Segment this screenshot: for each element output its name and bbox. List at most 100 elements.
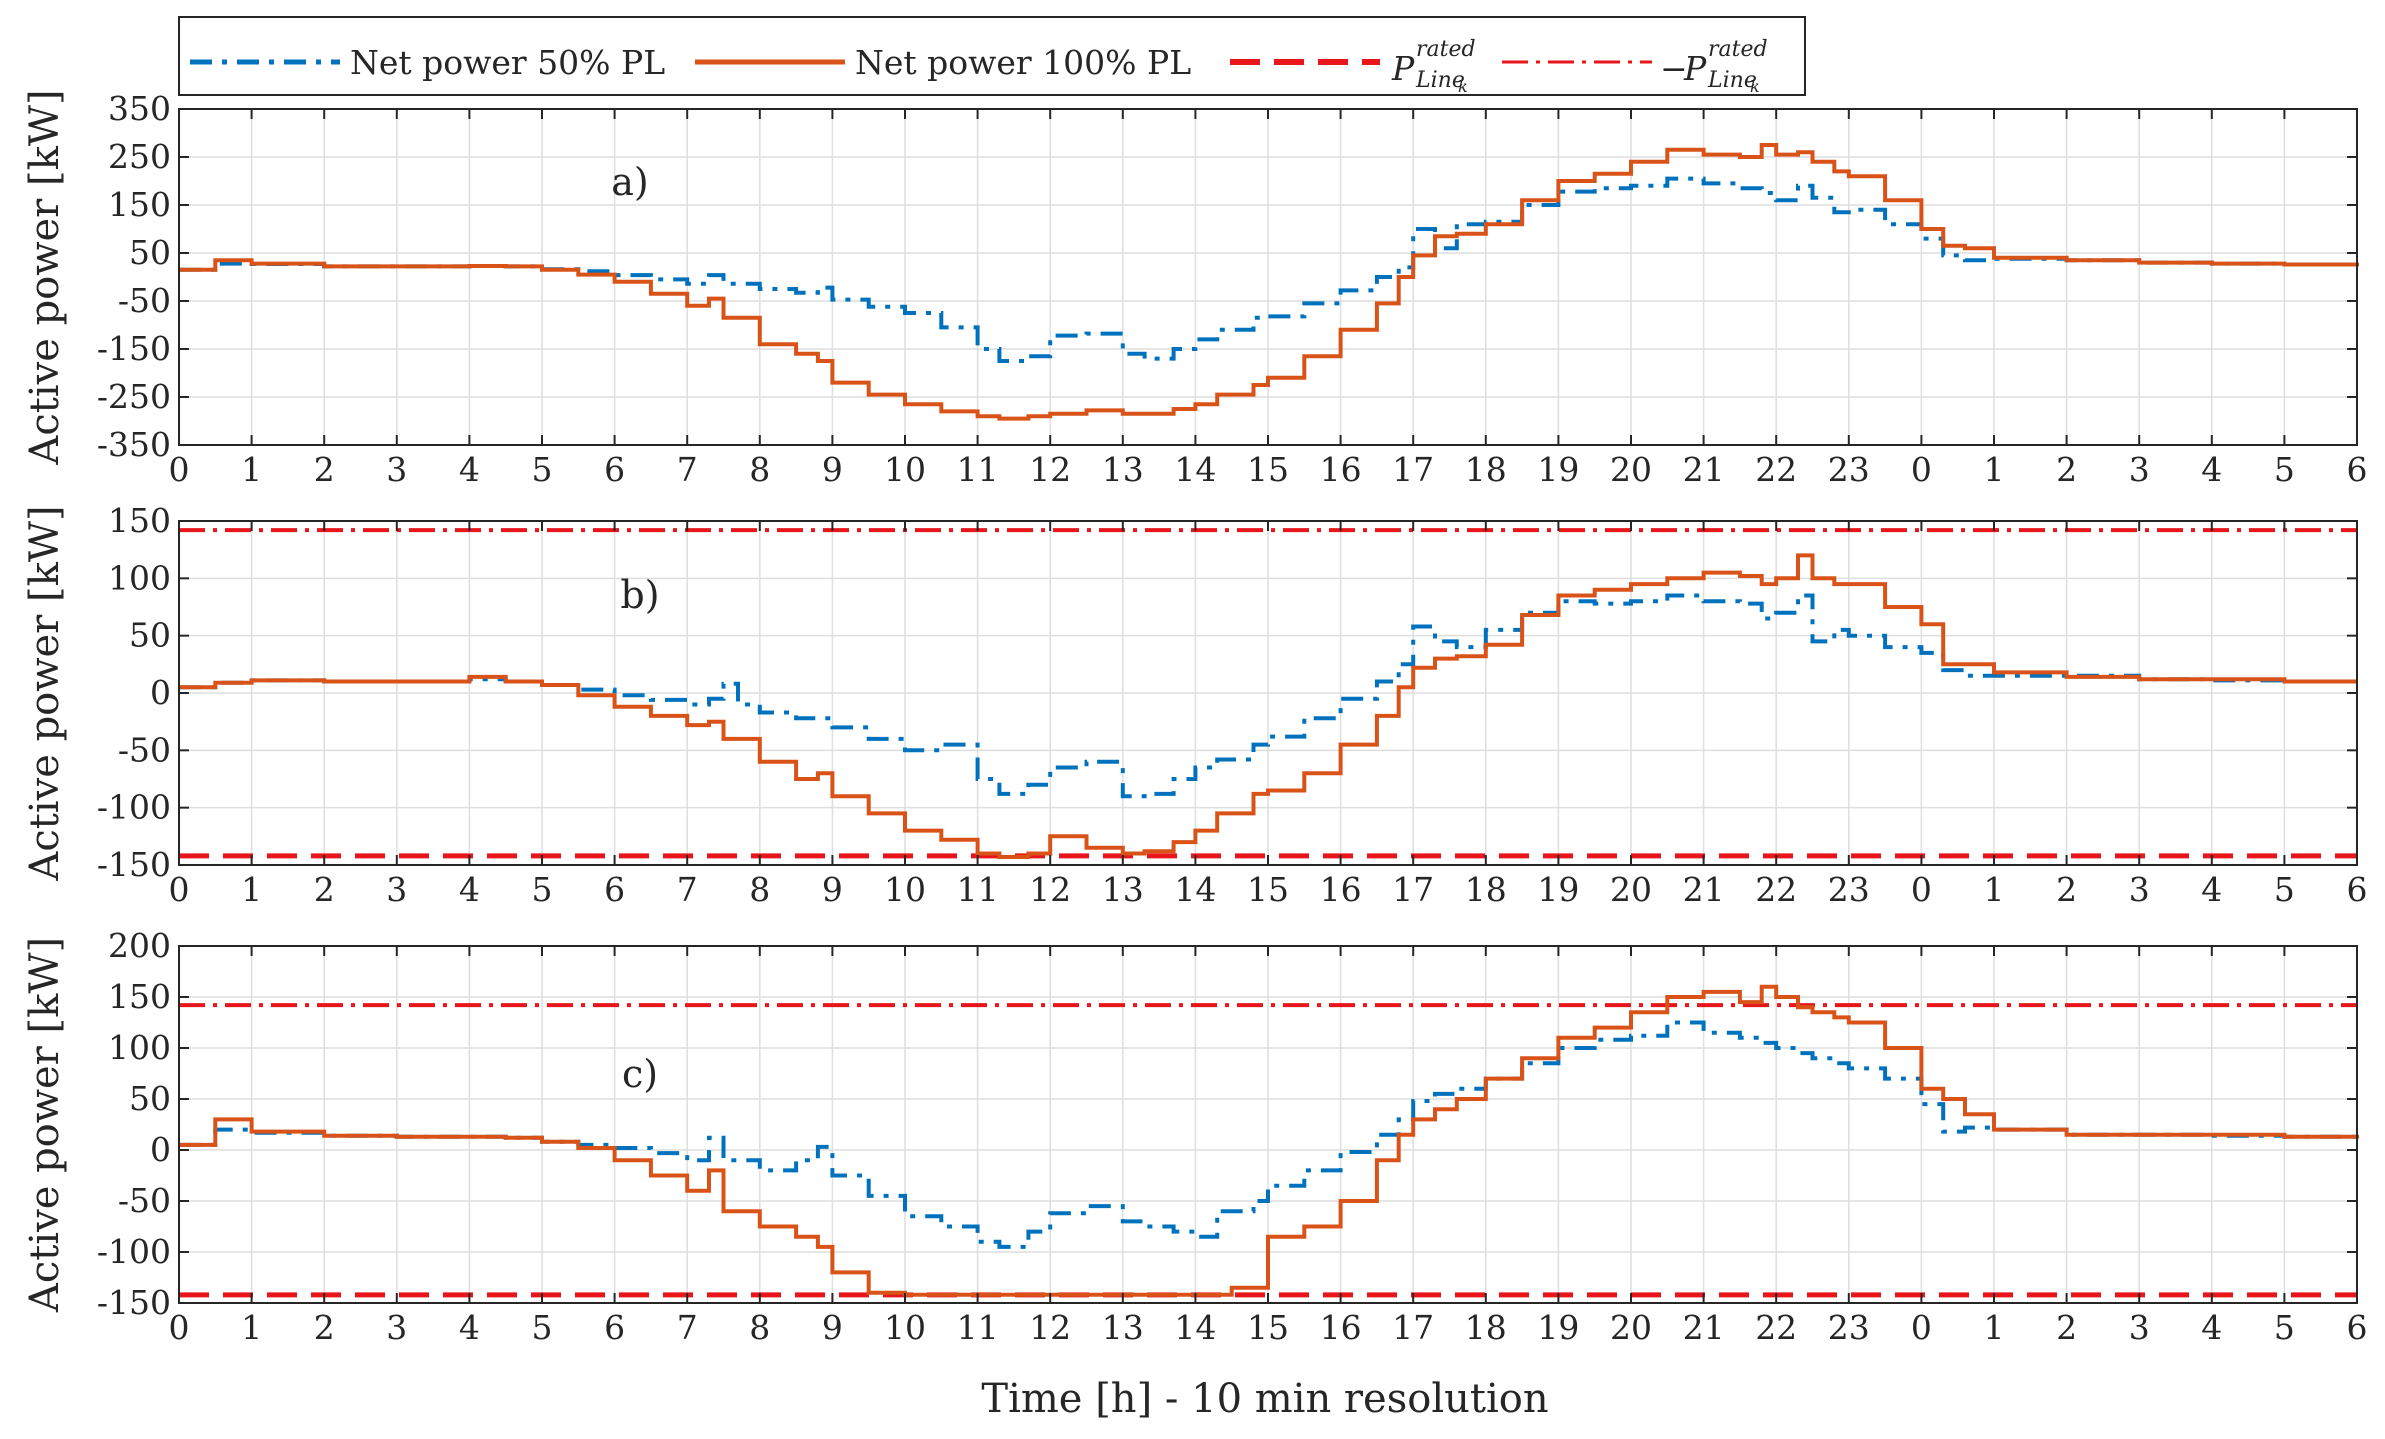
x-tick-label: 4	[2201, 870, 2222, 909]
x-tick-label: 21	[1683, 450, 1725, 489]
x-tick-label: 5	[2274, 1308, 2295, 1347]
y-tick-label: 50	[129, 616, 171, 655]
x-tick-label: 4	[459, 450, 480, 489]
x-tick-label: 23	[1828, 870, 1870, 909]
x-tick-label: 5	[532, 870, 553, 909]
x-tick-label: 11	[957, 1308, 999, 1347]
y-tick-label: 200	[108, 926, 171, 965]
x-tick-label: 1	[1984, 1308, 2005, 1347]
x-tick-label: 1	[241, 450, 262, 489]
x-tick-label: 2	[314, 1308, 335, 1347]
y-tick-label: 250	[108, 137, 171, 176]
y-tick-label: 0	[150, 673, 171, 712]
x-tick-label: 10	[884, 450, 926, 489]
x-tick-label: 3	[386, 450, 407, 489]
x-tick-label: 8	[749, 870, 770, 909]
legend-neg-sup: rated	[1708, 37, 1768, 62]
legend: Net power 50% PL Net power 100% PL P rat…	[178, 16, 1806, 96]
y-tick-label: 100	[108, 558, 171, 597]
y-axis-label: Active power [kW]	[22, 937, 68, 1313]
x-tick-label: 20	[1610, 1308, 1652, 1347]
x-tick-label: 3	[2129, 1308, 2150, 1347]
y-tick-label: 50	[129, 233, 171, 272]
x-tick-label: 3	[386, 870, 407, 909]
x-tick-label: 4	[459, 1308, 480, 1347]
legend-neg-sub: Line	[1707, 68, 1757, 93]
x-tick-label: 13	[1102, 1308, 1144, 1347]
x-tick-label: 13	[1102, 870, 1144, 909]
y-tick-label: 50	[129, 1079, 171, 1118]
legend-neg-sign: −	[1660, 49, 1688, 88]
x-tick-label: 13	[1102, 450, 1144, 489]
x-tick-label: 3	[2129, 870, 2150, 909]
legend-label-50: Net power 50% PL	[350, 43, 665, 82]
x-tick-label: 2	[2056, 450, 2077, 489]
x-tick-label: 7	[677, 1308, 698, 1347]
panel-a: 0 1 2 3 4 5 6 7 8 9 10 11 12 13 14 15 16 17 18 19 20 21 22 23 0 1…	[22, 89, 2368, 489]
legend-pos-sub-k: k	[1458, 77, 1468, 96]
x-tick-label: 14	[1174, 450, 1216, 489]
series-50-line	[179, 176, 2359, 363]
x-tick-label: 15	[1247, 450, 1289, 489]
x-tick-label: 9	[822, 1308, 843, 1347]
legend-neg-sub-k: k	[1750, 77, 1760, 96]
x-tick-label: 6	[2347, 870, 2368, 909]
x-tick-label: 3	[386, 1308, 407, 1347]
x-tick-label: 19	[1537, 1308, 1579, 1347]
legend-pos-symbol: P	[1391, 49, 1415, 88]
x-tick-label: 15	[1247, 870, 1289, 909]
y-tick-label: -50	[118, 281, 171, 320]
y-tick-label: 0	[150, 1130, 171, 1169]
x-tick-label: 7	[677, 450, 698, 489]
x-tick-label: 19	[1537, 870, 1579, 909]
x-tick-label: 5	[532, 1308, 553, 1347]
x-tick-label: 12	[1029, 1308, 1071, 1347]
x-tick-label: 21	[1683, 870, 1725, 909]
x-tick-label: 10	[884, 870, 926, 909]
y-axis-label: Active power [kW]	[22, 505, 68, 881]
series-50-line	[179, 593, 2357, 799]
series-100-line	[179, 143, 2359, 421]
x-tick-label: 1	[1984, 870, 2005, 909]
x-tick-label: 14	[1174, 870, 1216, 909]
x-tick-label: 22	[1755, 870, 1797, 909]
x-tick-label: 8	[749, 450, 770, 489]
x-tick-label: 4	[2201, 1308, 2222, 1347]
panel-label: c)	[622, 1052, 658, 1096]
x-tick-label: 18	[1465, 870, 1507, 909]
x-tick-label: 22	[1755, 450, 1797, 489]
y-tick-label: -50	[118, 730, 171, 769]
x-tick-label: 0	[169, 1308, 190, 1347]
y-tick-label: 100	[108, 1028, 171, 1067]
x-tick-label: 9	[822, 870, 843, 909]
x-tick-label: 0	[169, 870, 190, 909]
series-100-line	[179, 553, 2357, 859]
y-axis-label: Active power [kW]	[22, 89, 68, 465]
x-tick-label: 6	[2347, 1308, 2368, 1347]
x-tick-label: 3	[2129, 450, 2150, 489]
y-tick-label: 150	[108, 501, 171, 540]
x-tick-label: 5	[2274, 450, 2295, 489]
y-tick-label: 150	[108, 977, 171, 1016]
x-tick-label: 11	[957, 450, 999, 489]
panel-c: 0 1 2 3 4 5 6 7 8 9 10 11 12 13 14 15 16 17 18 19 20 21 22 23 0 1…	[22, 926, 2368, 1347]
x-tick-label: 12	[1029, 870, 1071, 909]
y-tick-label: -100	[97, 788, 171, 827]
x-tick-label: 0	[1911, 1308, 1932, 1347]
x-tick-label: 16	[1320, 450, 1362, 489]
x-tick-label: 6	[604, 450, 625, 489]
x-tick-label: 2	[314, 450, 335, 489]
x-tick-label: 6	[604, 870, 625, 909]
x-tick-label: 17	[1392, 450, 1434, 489]
y-tick-label: -100	[97, 1232, 171, 1271]
y-tick-label: -150	[97, 845, 171, 884]
y-tick-label: -150	[97, 1283, 171, 1322]
x-tick-label: 9	[822, 450, 843, 489]
series-50-line	[179, 1020, 2359, 1249]
panel-b: 0 1 2 3 4 5 6 7 8 9 10 11 12 13 14 15 16 17 18 19 20 21 22 23 0 1…	[22, 501, 2368, 909]
x-tick-label: 0	[1911, 870, 1932, 909]
x-tick-label: 16	[1320, 870, 1362, 909]
x-tick-label: 0	[169, 450, 190, 489]
panel-label: b)	[620, 573, 659, 617]
